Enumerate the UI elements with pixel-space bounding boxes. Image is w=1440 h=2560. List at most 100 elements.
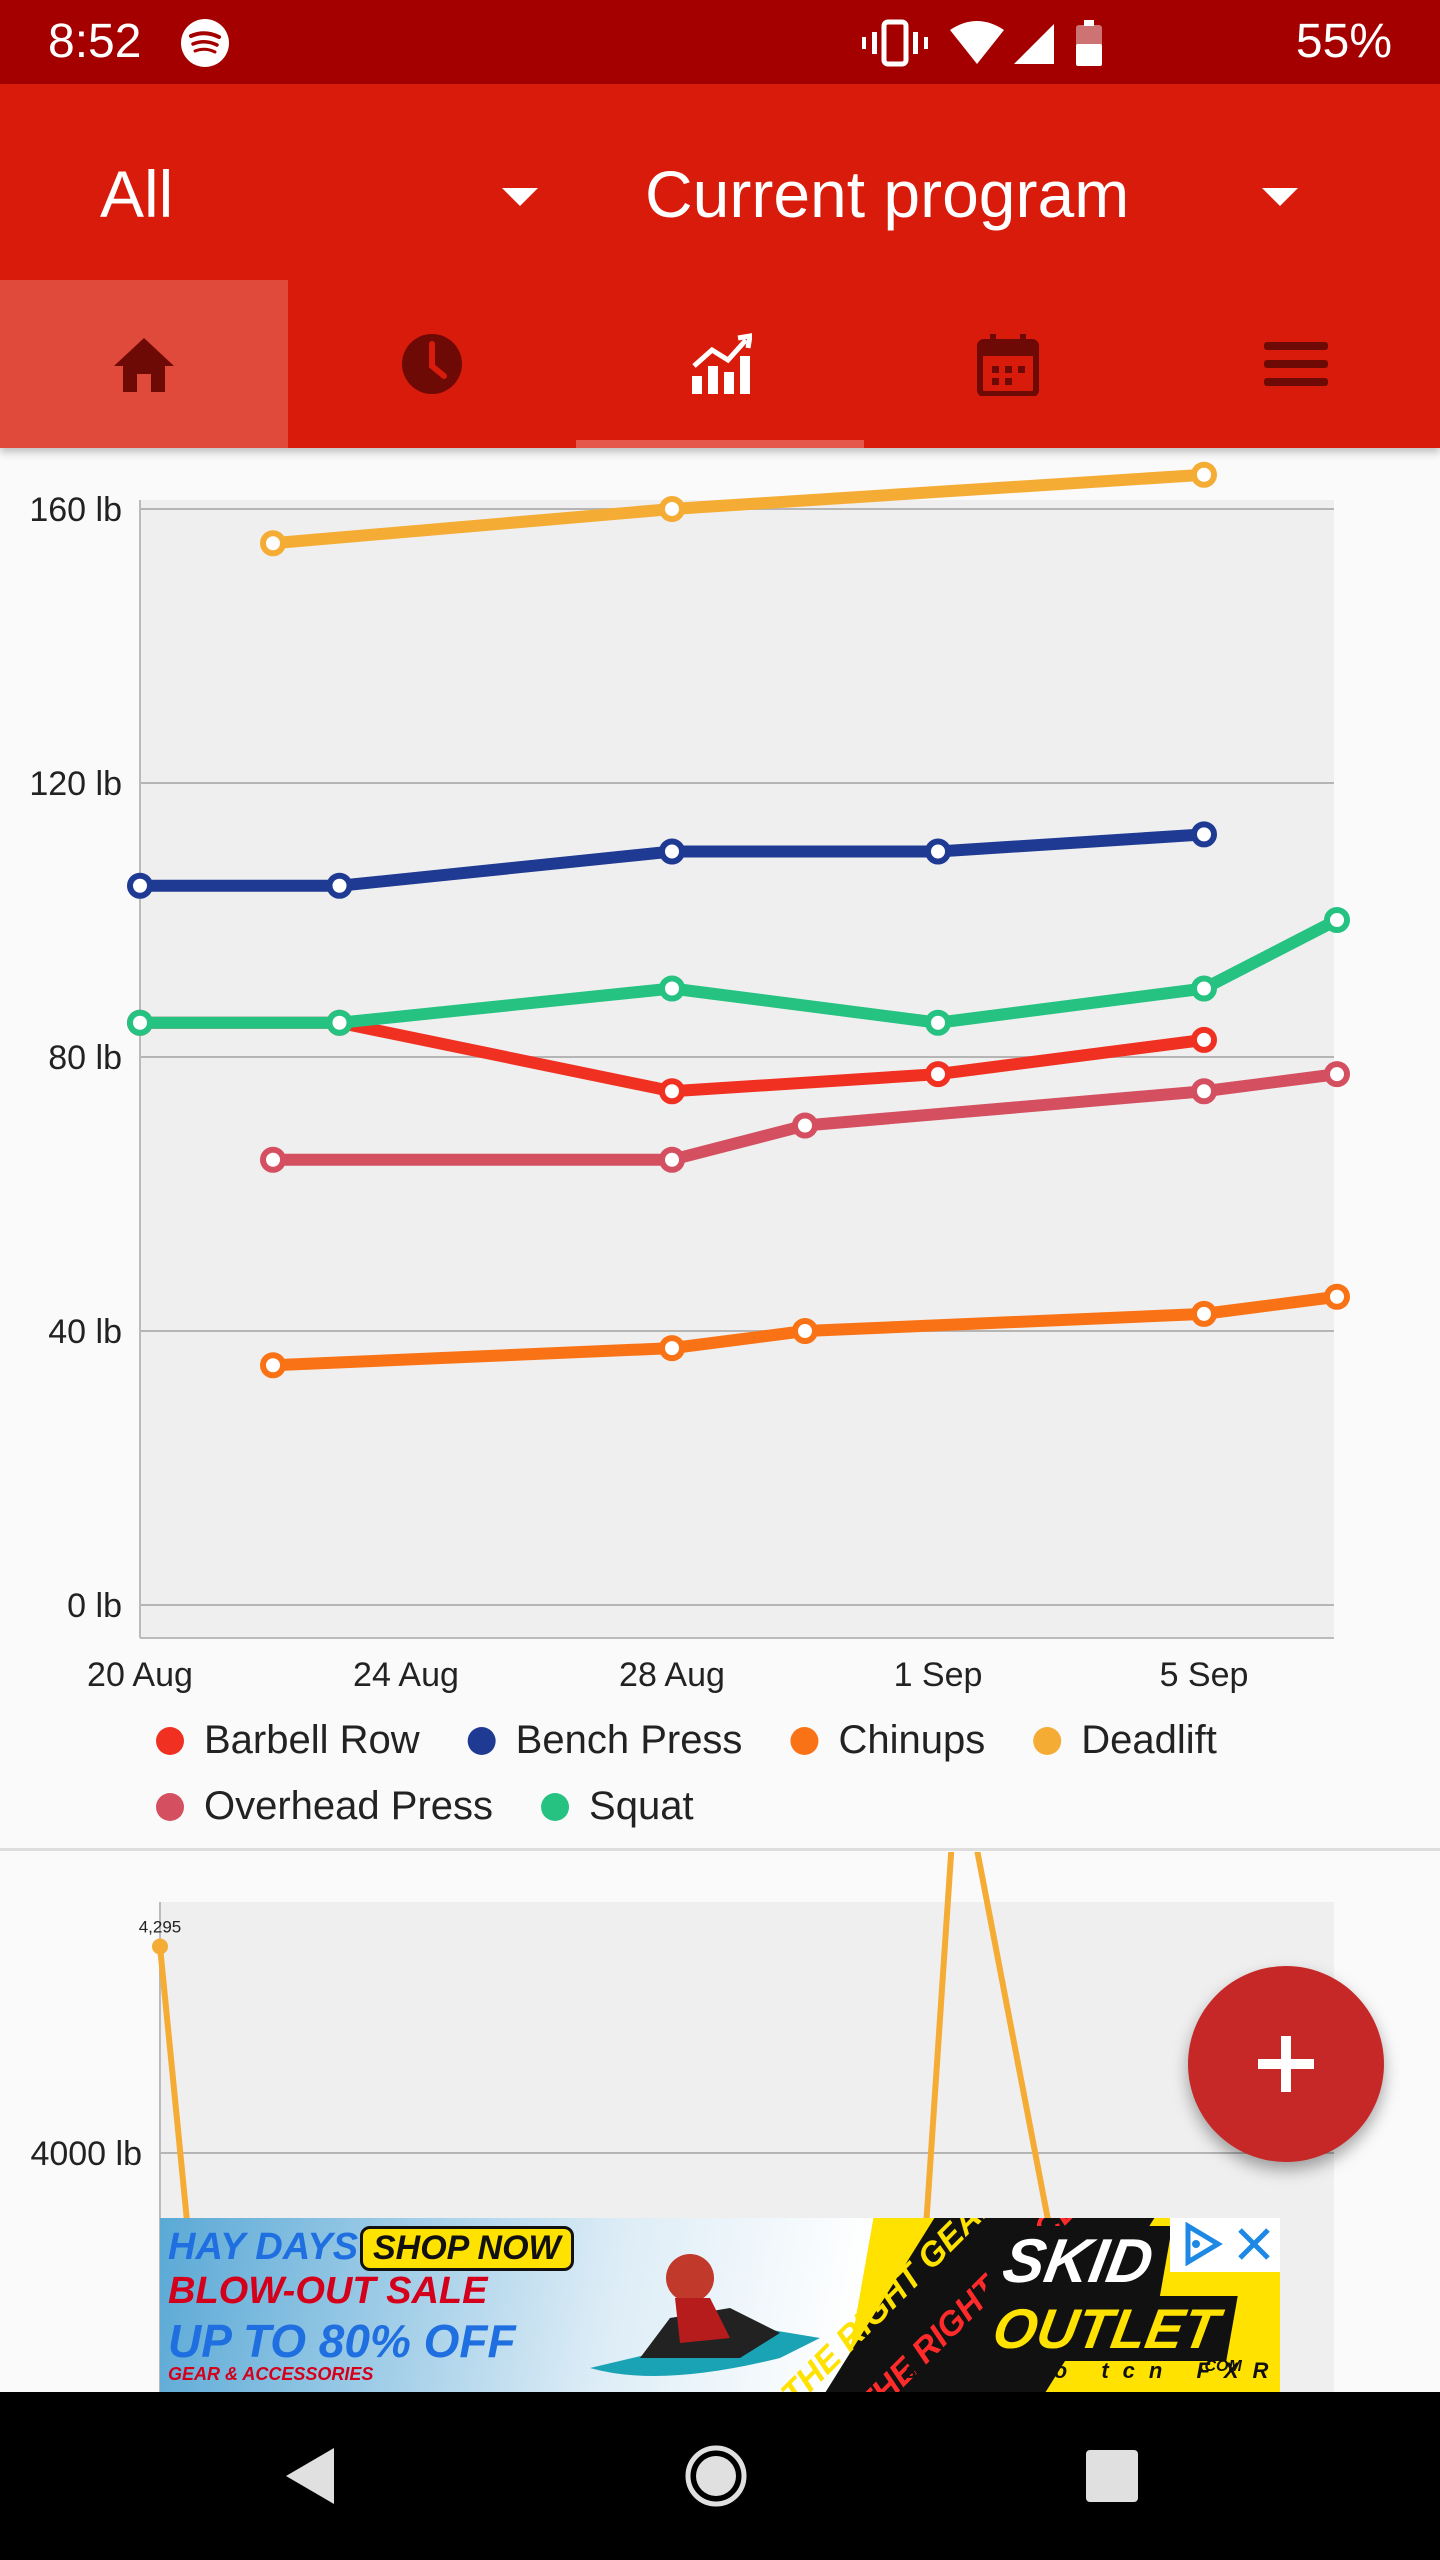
ad-banner[interactable]: HAY DAYS SHOP NOW BLOW-OUT SALE UP TO 80… [160,2218,1280,2392]
history-clock-icon [402,334,462,394]
legend-marker [156,1793,184,1821]
data-point [1324,1061,1350,1088]
filter-dropdown-value: All [100,157,174,231]
ad-sale-text: BLOW-OUT SALE [168,2270,488,2312]
tab-home[interactable] [0,280,288,448]
nav-back-button[interactable] [216,2392,416,2560]
filter-dropdown[interactable]: All [100,144,550,244]
tab-calendar[interactable] [864,280,1152,448]
nav-home-button[interactable] [620,2392,820,2560]
exercise-weight-chart: 0 lb 40 lb 80 lb 120 lb 160 lb 20 Aug 24 Aug 28… [29,461,1350,1828]
data-point [1191,1026,1217,1053]
data-point [659,975,685,1002]
ad-subline: GEAR & ACCESSORIES [168,2364,374,2384]
y-tick-label: 160 lb [29,491,122,529]
close-icon[interactable] [1232,2222,1276,2271]
data-point [1191,975,1217,1002]
status-icons [862,18,1222,73]
wifi-icon [950,21,1004,64]
back-icon [286,2448,334,2504]
x-tick-label: 1 Sep [894,1656,983,1694]
tab-menu[interactable] [1152,280,1440,448]
data-point [925,1009,951,1036]
data-point [1191,1300,1217,1327]
home-icon [114,338,174,392]
snowmobile-rider-image [580,2238,840,2392]
recents-square-icon [1086,2450,1138,2502]
x-tick-label: 28 Aug [619,1656,725,1694]
data-point [659,838,685,865]
data-point [925,838,951,865]
legend-label: Chinups [838,1718,985,1762]
system-nav-bar [0,2392,1440,2560]
ad-badge [1170,2218,1280,2272]
vibrate-icon [862,19,928,67]
status-bar: 8:52 55% [0,0,1440,84]
data-point [260,1146,286,1173]
battery-percentage: 55% [1295,15,1392,68]
ad-headline: HAY DAYS [168,2226,359,2268]
ad-brand-suffix: .COM [1200,2358,1242,2375]
data-point [326,872,353,899]
y-tick-label: 80 lb [48,1039,122,1077]
y-tick-label: 0 lb [67,1587,122,1625]
data-point [1191,821,1217,848]
plot-area [140,500,1334,1638]
legend-label: Overhead Press [204,1784,493,1828]
spotify-icon [180,18,230,73]
data-point [659,1335,685,1362]
home-circle-icon [685,2445,747,2507]
data-point [127,1009,153,1036]
status-time: 8:52 [48,15,142,68]
legend-marker [541,1793,570,1821]
program-dropdown[interactable]: Current program [645,144,1305,244]
add-button[interactable] [1188,1966,1384,2162]
selected-tab-indicator [576,440,864,448]
legend-marker [790,1727,819,1755]
y-tick-label: 40 lb [48,1313,122,1351]
tab-stats[interactable] [576,280,864,448]
data-point [1191,461,1217,488]
data-point [1191,1078,1217,1105]
y-tick-label: 4000 lb [30,2135,142,2173]
tab-bar [0,280,1440,448]
nav-recents-button[interactable] [1016,2392,1216,2560]
y-tick-label: 120 lb [29,765,122,803]
cell-signal-icon [1014,24,1054,64]
data-point [1324,1283,1350,1310]
app-bar: All Current program [0,84,1440,448]
adchoices-icon[interactable] [1180,2221,1224,2271]
series-line [920,1852,1061,2273]
x-tick-label: 20 Aug [87,1656,193,1694]
legend-label: Deadlift [1081,1718,1217,1762]
data-label: 4,295 [139,1918,182,1937]
ad-brand-logo: OUTLET [974,2296,1238,2361]
stats-chart-icon [692,333,752,394]
ad-brand-logo: SKID [983,2226,1173,2297]
legend-marker [156,1727,184,1755]
chevron-down-icon [500,144,540,249]
data-point [1324,907,1350,933]
data-point [260,530,286,557]
x-tick-label: 24 Aug [353,1656,459,1694]
data-point [925,1061,951,1088]
x-tick-label: 5 Sep [1160,1656,1249,1694]
program-dropdown-value: Current program [645,157,1130,231]
section-divider [0,1848,1440,1851]
legend-label: Barbell Row [204,1718,420,1762]
data-point [127,872,153,899]
battery-icon [1076,20,1102,66]
series-line [157,1946,195,2273]
tab-history[interactable] [288,280,576,448]
series-line [134,914,1343,1029]
chevron-down-icon [1260,144,1300,249]
ad-offer-text: UP TO 80% OFF [168,2315,516,2367]
menu-icon [1264,342,1328,386]
data-point [326,1009,353,1036]
data-point [792,1112,818,1139]
legend-label: Bench Press [516,1718,743,1762]
ad-shop-now-button[interactable]: SHOP NOW [360,2226,574,2271]
legend-marker [1033,1727,1062,1755]
ad-brand-row: ski-doo tcn FXR [905,2358,1280,2383]
data-point [260,1352,286,1379]
